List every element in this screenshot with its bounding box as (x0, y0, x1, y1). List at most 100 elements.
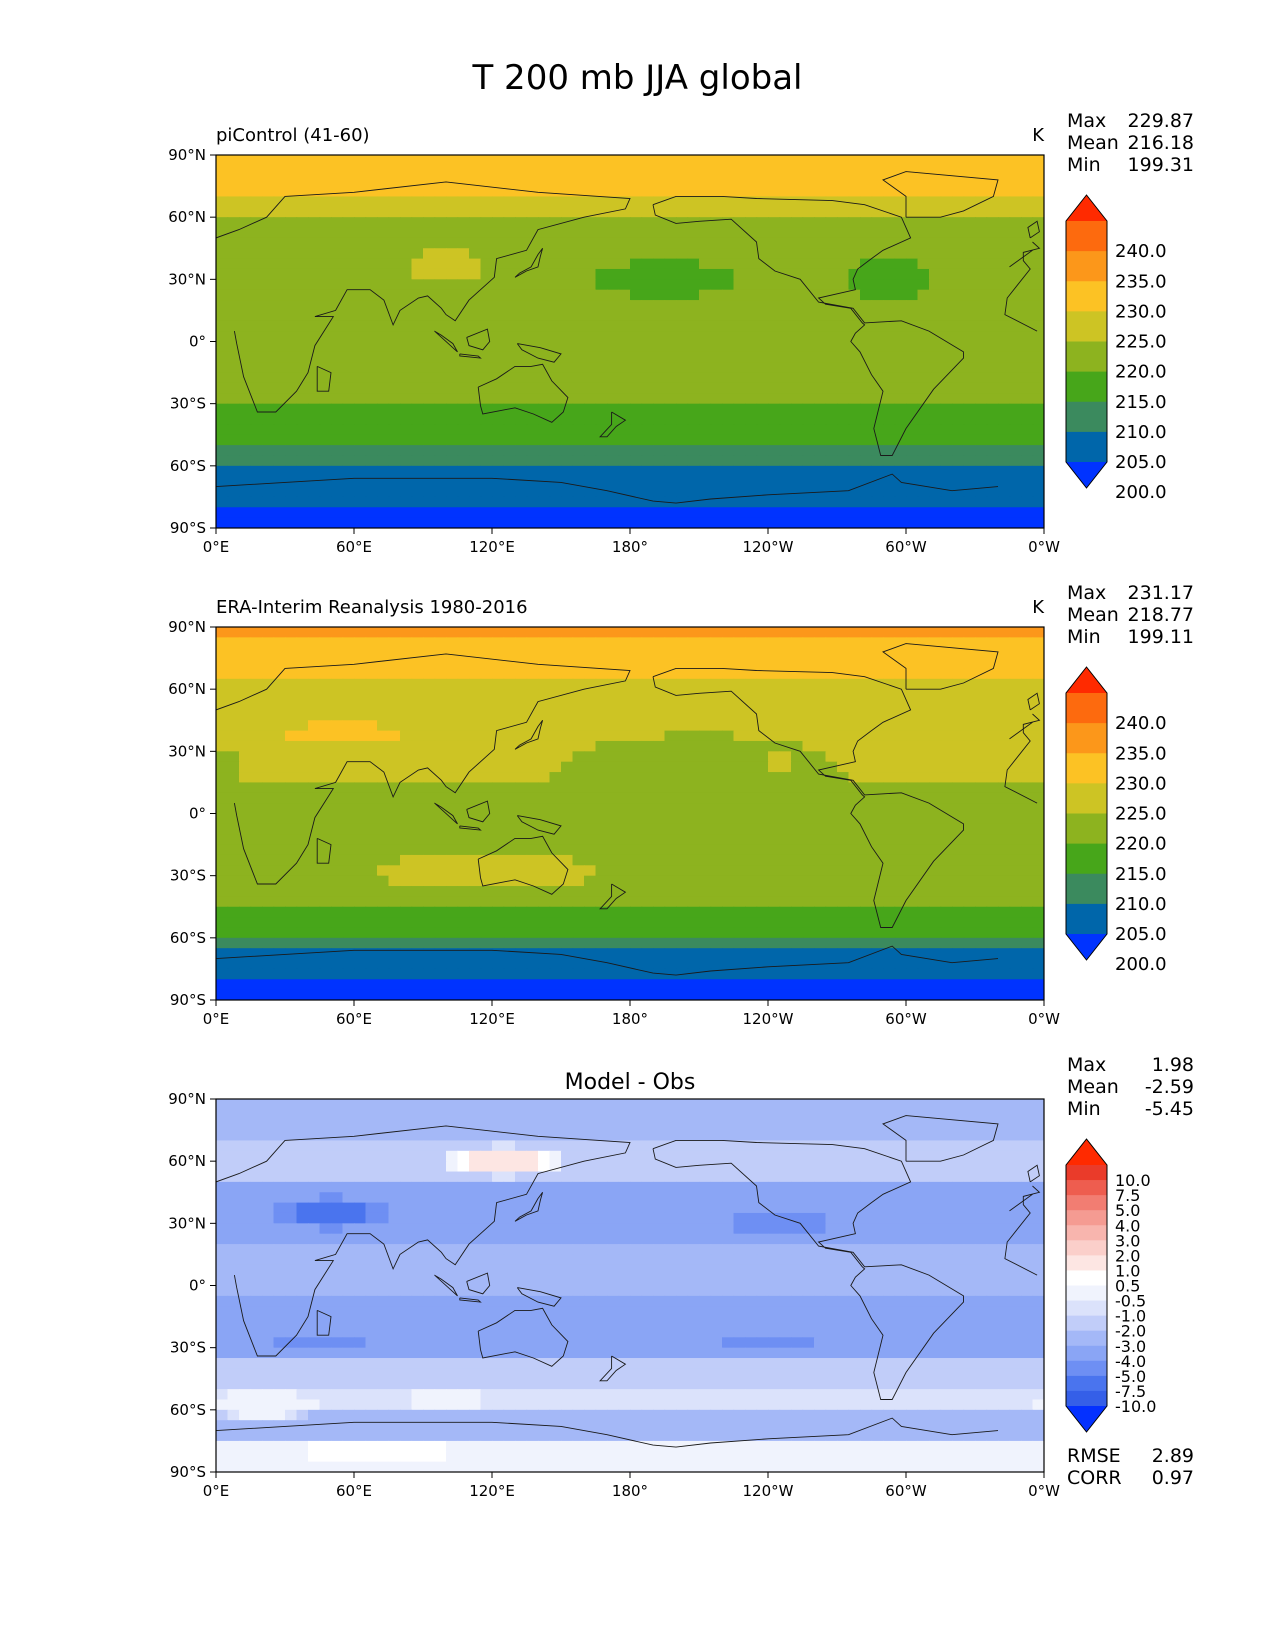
field-cell (963, 517, 976, 528)
field-cell (308, 709, 321, 721)
field-cell (1032, 627, 1044, 638)
field-cell (825, 740, 838, 752)
field-cell (664, 740, 677, 752)
field-cell (1009, 699, 1022, 711)
field-cell (963, 476, 976, 488)
field-cell (975, 331, 988, 343)
field-cell (446, 248, 459, 260)
field-cell (630, 496, 643, 508)
field-cell (802, 465, 815, 477)
field-cell (641, 834, 654, 846)
field-cell (469, 906, 482, 918)
field-cell (285, 709, 298, 721)
field-cell (710, 647, 723, 659)
field-cell (411, 958, 424, 970)
field-cell (894, 289, 907, 301)
field-cell (986, 792, 999, 804)
field-cell (572, 678, 585, 690)
field-cell (768, 403, 781, 415)
field-cell (388, 720, 401, 732)
field-cell (986, 486, 999, 498)
field-cell (607, 320, 620, 332)
field-cell (722, 668, 735, 680)
field-cell (273, 699, 286, 711)
field-cell (584, 393, 597, 405)
field-cell (687, 279, 700, 291)
field-cell (802, 351, 815, 363)
field-cell (595, 865, 608, 877)
field-cell (848, 896, 861, 908)
field-cell (285, 268, 298, 280)
field-cell (365, 403, 378, 415)
field-cell (469, 476, 482, 488)
field-cell (745, 227, 758, 239)
field-cell (1032, 206, 1044, 218)
field-cell (1032, 637, 1044, 649)
field-cell (998, 772, 1011, 784)
field-cell (906, 854, 919, 866)
field-cell (722, 927, 735, 939)
field-cell (894, 803, 907, 815)
field-cell (768, 740, 781, 752)
field-cell (400, 917, 413, 929)
field-cell (630, 351, 643, 363)
field-cell (1009, 414, 1022, 425)
field-cell (825, 155, 838, 166)
field-cell (779, 155, 792, 166)
field-cell (572, 476, 585, 488)
field-cell (837, 320, 850, 332)
field-cell (1032, 351, 1044, 363)
field-cell (710, 175, 723, 187)
field-cell (423, 310, 436, 322)
field-cell (940, 486, 953, 498)
field-cell (986, 668, 999, 680)
field-cell (710, 341, 723, 353)
field-cell (354, 507, 367, 519)
field-cell (641, 362, 654, 374)
field-cell (446, 393, 459, 405)
field-cell (664, 709, 677, 721)
field-cell (273, 237, 286, 249)
field-cell (411, 331, 424, 343)
field-cell (434, 927, 447, 939)
field-cell (848, 647, 861, 659)
field-cell (1032, 372, 1044, 384)
field-cell (480, 486, 493, 498)
field-cell (699, 310, 712, 322)
field-cell (434, 186, 447, 198)
field-cell (503, 927, 516, 939)
field-cell (664, 331, 677, 343)
field-cell (710, 906, 723, 918)
field-cell (365, 206, 378, 218)
field-cell (239, 248, 252, 260)
field-cell (549, 658, 562, 670)
field-cell (296, 382, 309, 394)
field-cell (549, 331, 562, 343)
field-cell (411, 196, 424, 208)
field-cell (607, 155, 620, 166)
field-cell (929, 637, 942, 649)
field-cell (756, 486, 769, 498)
field-cell (618, 937, 631, 949)
field-cell (319, 455, 332, 467)
field-cell (837, 917, 850, 929)
field-cell (457, 186, 470, 198)
field-cell (308, 803, 321, 815)
field-cell (492, 486, 505, 498)
field-cell (331, 740, 344, 752)
field-cell (538, 844, 551, 856)
field-cell (699, 258, 712, 270)
field-cell (687, 517, 700, 528)
field-cell (975, 237, 988, 249)
colorbar-label: 235.0 (1115, 271, 1167, 292)
field-cell (653, 740, 666, 752)
field-cell (733, 393, 746, 405)
field-cell (561, 496, 574, 508)
field-cell (285, 393, 298, 405)
field-cell (768, 751, 781, 763)
field-cell (641, 658, 654, 670)
field-cell (584, 834, 597, 846)
field-cell (239, 382, 252, 394)
field-cell (250, 237, 263, 249)
field-cell (986, 844, 999, 856)
